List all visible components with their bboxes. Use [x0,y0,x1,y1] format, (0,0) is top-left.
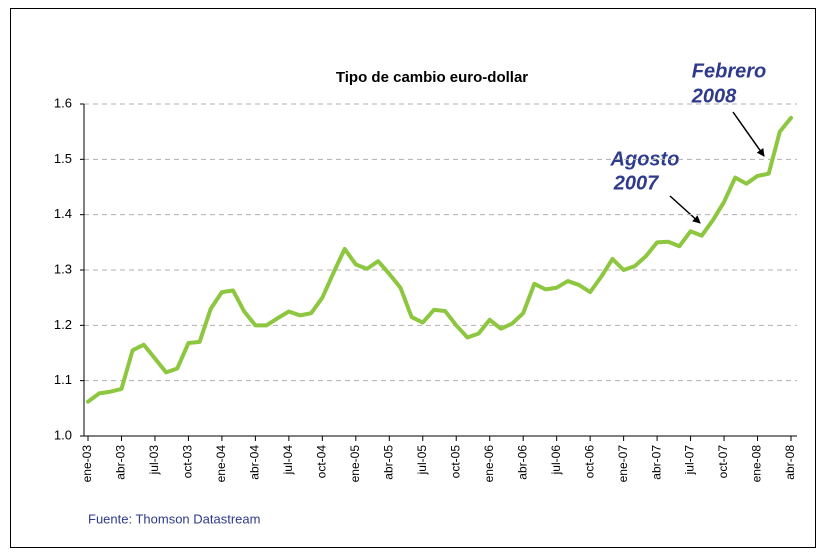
frame [10,8,816,548]
x-tick-label: ene-08 [750,445,764,483]
series-line [86,115,793,404]
x-tick-label: jul-05 [415,445,429,476]
y-tick-label: 1.5 [54,151,72,166]
y-tick-label: 1.1 [54,372,72,387]
x-tick-label: jul-04 [281,445,295,476]
annotation: 2008 [691,85,737,107]
annotation: 2007 [613,172,659,194]
x-tick-label: jul-07 [683,445,697,476]
y-tick-label: 1.2 [54,317,72,332]
x-tick-label: oct-05 [448,445,462,479]
x-tick-label: oct-06 [582,445,596,479]
x-tick-label: ene-07 [616,445,630,483]
x-tick-label: abr-05 [381,445,395,480]
chart-title: Tipo de cambio euro-dollar [336,69,528,86]
x-tick-label: oct-03 [181,445,195,479]
x-tick-label: oct-04 [315,445,329,479]
x-tick-label: abr-06 [515,445,529,480]
y-tick-label: 1.4 [54,206,72,221]
arrow [732,111,765,157]
x-tick-label: ene-06 [482,445,496,483]
x-tick-label: abr-07 [649,445,663,480]
x-tick-label: oct-07 [716,445,730,479]
y-tick-label: 1.0 [54,427,72,442]
y-tick-label: 1.6 [54,95,72,110]
x-tick-label: ene-04 [214,445,228,483]
x-tick-label: abr-08 [783,445,797,480]
arrow [669,195,701,224]
x-tick-label: ene-05 [348,445,362,483]
annotation: Febrero [692,60,766,82]
x-tick-label: abr-03 [114,445,128,480]
source: Fuente: Thomson Datastream [88,511,260,526]
y-tick-label: 1.3 [54,261,72,276]
x-tick-label: jul-06 [549,445,563,476]
x-tick-label: ene-03 [80,445,94,483]
x-tick-label: abr-04 [248,445,262,480]
x-tick-label: jul-03 [147,445,161,476]
